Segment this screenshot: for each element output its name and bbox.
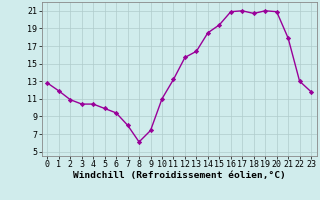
X-axis label: Windchill (Refroidissement éolien,°C): Windchill (Refroidissement éolien,°C)	[73, 171, 285, 180]
